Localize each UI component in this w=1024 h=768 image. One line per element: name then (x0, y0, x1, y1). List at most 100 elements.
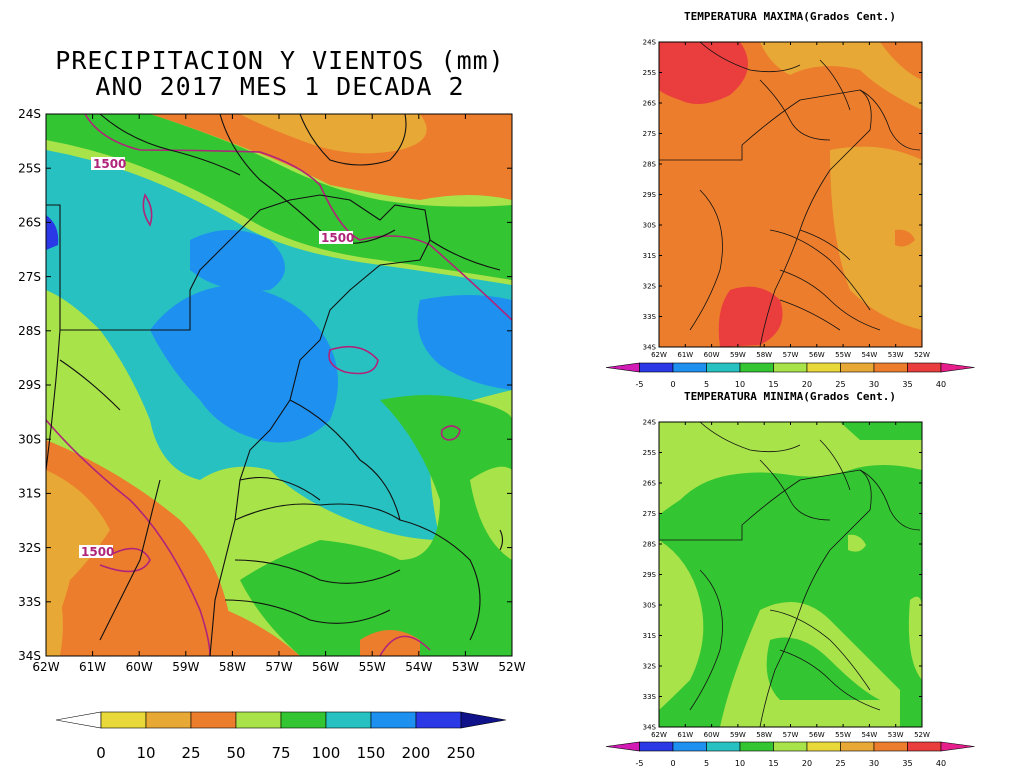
lon-tick-label: 57W (265, 660, 292, 674)
tmax-lon-axis: 62W 61W 60W 59W 58W 57W 56W 55W 54W 53W 52W (651, 42, 930, 359)
lon-tick-label: 56W (809, 731, 825, 739)
colorbar-swatch (639, 362, 674, 373)
lon-tick-label: 54W (861, 731, 877, 739)
colorbar-label: 15 (768, 380, 778, 389)
precipitation-map (46, 114, 512, 656)
tmax-title: TEMPERATURA MAXIMA(Grados Cent.) (684, 10, 896, 23)
colorbar-swatch (806, 741, 841, 752)
contour-label: 1500 (321, 231, 354, 245)
tmax-lat-axis: 24S 25S 26S 27S 28S 29S 30S 31S 32S 33S 34S (643, 38, 922, 351)
colorbar-label: 100 (312, 744, 341, 762)
colorbar-label: 30 (869, 759, 879, 768)
lon-tick-label: 59W (730, 351, 746, 359)
tmin-title: TEMPERATURA MINIMA(Grados Cent.) (684, 390, 896, 403)
lon-tick-label: 56W (312, 660, 339, 674)
colorbar-swatch (907, 741, 942, 752)
lat-tick-label: 30S (643, 221, 657, 229)
colorbar-label: 10 (735, 759, 745, 768)
contour-label: 1500 (93, 157, 126, 171)
colorbar-swatch (907, 362, 942, 373)
colorbar-label: -5 (636, 380, 644, 389)
lat-tick-label: 27S (643, 130, 657, 138)
colorbar-lower-triangle (605, 362, 640, 373)
colorbar-label: 150 (357, 744, 386, 762)
lat-tick-label: 32S (643, 662, 657, 670)
lon-tick-label: 62W (32, 660, 59, 674)
lat-tick-label: 29S (18, 378, 41, 392)
colorbar-label: -5 (636, 759, 644, 768)
lon-tick-label: 57W (783, 731, 799, 739)
colorbar-swatch (235, 711, 282, 729)
lon-tick-label: 58W (756, 731, 772, 739)
lon-tick-label: 52W (498, 660, 525, 674)
colorbar-swatch (773, 741, 808, 752)
lat-tick-label: 33S (643, 313, 657, 321)
lat-tick-label: 25S (643, 449, 657, 457)
lat-tick-label: 34S (643, 723, 657, 731)
lat-tick-label: 31S (18, 487, 41, 501)
lon-tick-label: 52W (914, 731, 930, 739)
lon-tick-label: 59W (172, 660, 199, 674)
colorbar-upper-triangle (940, 741, 975, 752)
colorbar-upper-triangle (940, 362, 975, 373)
lon-tick-label: 62W (651, 731, 667, 739)
lon-tick-label: 55W (359, 660, 386, 674)
lat-tick-label: 34S (643, 343, 657, 351)
main-map-title: PRECIPITACION Y VIENTOS (mm) ANO 2017 ME… (40, 48, 520, 100)
lon-tick-label: 60W (126, 660, 153, 674)
colorbar-swatch (280, 711, 327, 729)
lon-tick-label: 61W (79, 660, 106, 674)
lon-tick-label: 60W (704, 351, 720, 359)
colorbar-swatch (145, 711, 192, 729)
colorbar-swatch (672, 741, 707, 752)
contour-labels: 1500 1500 1500 (79, 157, 354, 559)
lat-tick-label: 30S (18, 432, 41, 446)
colorbar-label: 10 (136, 744, 155, 762)
colorbar-label: 20 (802, 759, 812, 768)
lon-tick-label: 62W (651, 351, 667, 359)
colorbar-label: 0 (96, 744, 106, 762)
lat-tick-label: 27S (18, 270, 41, 284)
colorbar-label: 40 (936, 759, 946, 768)
colorbar-swatch (840, 362, 875, 373)
lon-tick-label: 59W (730, 731, 746, 739)
lon-tick-label: 52W (914, 351, 930, 359)
lat-tick-label: 29S (643, 191, 657, 199)
tmax-map (659, 42, 922, 347)
lat-tick-label: 28S (18, 324, 41, 338)
precip-colorbar: 0 10 25 50 75 100 150 200 250 (55, 711, 507, 762)
lat-tick-label: 26S (643, 479, 657, 487)
lat-tick-label: 32S (643, 282, 657, 290)
lat-tick-label: 24S (18, 107, 41, 121)
colorbar-label: 20 (802, 380, 812, 389)
lat-tick-label: 31S (643, 252, 657, 260)
colorbar-swatch (370, 711, 417, 729)
colorbar-label: 25 (181, 744, 200, 762)
lon-tick-label: 60W (704, 731, 720, 739)
colorbar-swatch (706, 741, 741, 752)
main-title-line2: ANO 2017 MES 1 DECADA 2 (95, 72, 465, 101)
colorbar-label: 0 (670, 380, 675, 389)
tmin-colorbar: -5 0 5 10 15 20 25 30 35 40 (605, 741, 975, 768)
tmax-colorbar: -5 0 5 10 15 20 25 30 35 40 (605, 362, 975, 389)
colorbar-swatch (873, 362, 908, 373)
lon-tick-label: 58W (219, 660, 246, 674)
main-lon-axis: 62W 61W 60W 59W 58W 57W 56W 55W 54W 53W 52W (32, 114, 526, 674)
lat-tick-label: 25S (18, 161, 41, 175)
colorbar-label: 250 (447, 744, 476, 762)
lon-tick-label: 55W (835, 351, 851, 359)
lon-tick-label: 61W (677, 731, 693, 739)
colorbar-swatch (706, 362, 741, 373)
colorbar-swatch (639, 741, 674, 752)
tmin-lon-axis: 62W 61W 60W 59W 58W 57W 56W 55W 54W 53W 52W (651, 422, 930, 739)
lat-tick-label: 30S (643, 601, 657, 609)
colorbar-swatch (672, 362, 707, 373)
colorbar-swatch (873, 741, 908, 752)
tmin-map (659, 422, 922, 727)
colorbar-label: 15 (768, 759, 778, 768)
colorbar-upper-triangle (460, 711, 507, 729)
lat-tick-label: 26S (643, 99, 657, 107)
lon-tick-label: 54W (861, 351, 877, 359)
tmin-lat-axis: 24S 25S 26S 27S 28S 29S 30S 31S 32S 33S 34S (643, 418, 922, 731)
